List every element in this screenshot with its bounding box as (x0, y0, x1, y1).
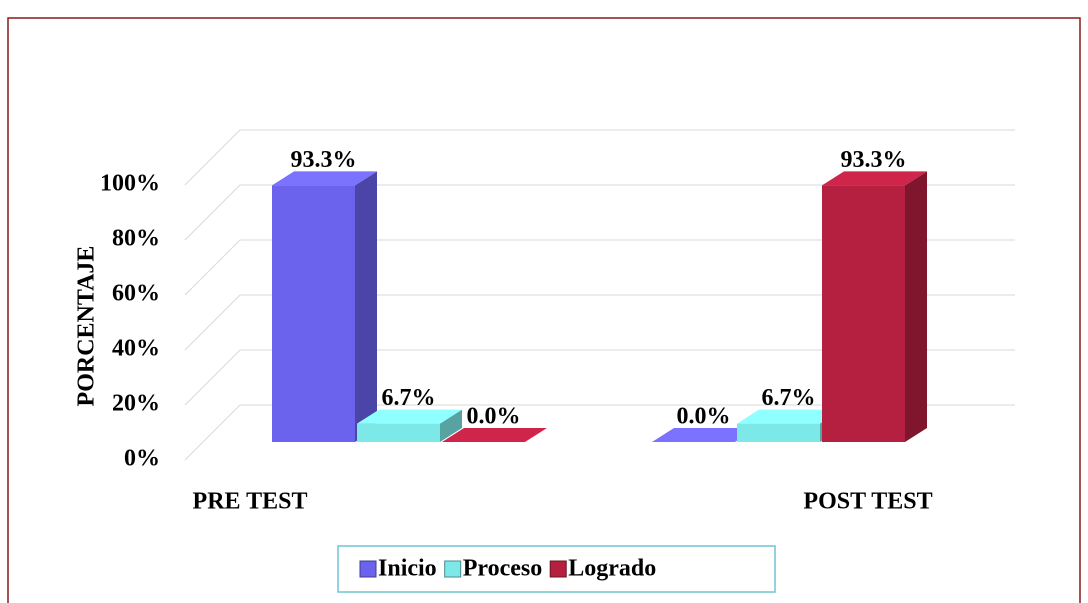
grid-line (184, 184, 241, 241)
bar-side (905, 171, 927, 443)
bar-top (357, 409, 462, 424)
bar-top (737, 409, 842, 424)
legend-swatch (359, 560, 377, 578)
y-tick-label: 100% (100, 171, 160, 197)
bar-side (355, 171, 377, 443)
value-label: 6.7% (762, 385, 816, 411)
grid-line (184, 349, 241, 406)
bar-top (272, 171, 377, 186)
x-tick-label: POST TEST (803, 489, 932, 515)
value-label: 0.0% (467, 404, 521, 430)
bar-side (440, 409, 462, 442)
legend-label: Logrado (568, 556, 656, 582)
legend-label: Proceso (463, 556, 543, 582)
y-tick-label: 20% (112, 391, 160, 417)
legend-swatch (444, 560, 462, 578)
grid-line (184, 129, 241, 186)
y-tick-label: 80% (112, 226, 160, 252)
bar (737, 423, 820, 442)
legend-label: Inicio (378, 556, 437, 582)
y-axis-label: PORCENTAJE (74, 246, 100, 407)
frame (7, 17, 1081, 603)
grid-line (184, 294, 241, 351)
bar-top (442, 428, 547, 442)
value-label: 93.3% (291, 147, 357, 173)
x-tick-label: PRE TEST (193, 489, 308, 515)
y-tick-label: 40% (112, 336, 160, 362)
grid-line (184, 404, 241, 461)
grid-line (184, 239, 241, 296)
bar-top (822, 171, 927, 186)
y-tick-label: 0% (124, 446, 160, 472)
bar (357, 423, 440, 442)
value-label: 93.3% (841, 147, 907, 173)
y-tick-label: 60% (112, 281, 160, 307)
bar-top (652, 428, 757, 442)
legend-swatch (549, 560, 567, 578)
bar (272, 185, 355, 443)
value-label: 6.7% (382, 385, 436, 411)
value-label: 0.0% (677, 404, 731, 430)
bar (822, 185, 905, 443)
